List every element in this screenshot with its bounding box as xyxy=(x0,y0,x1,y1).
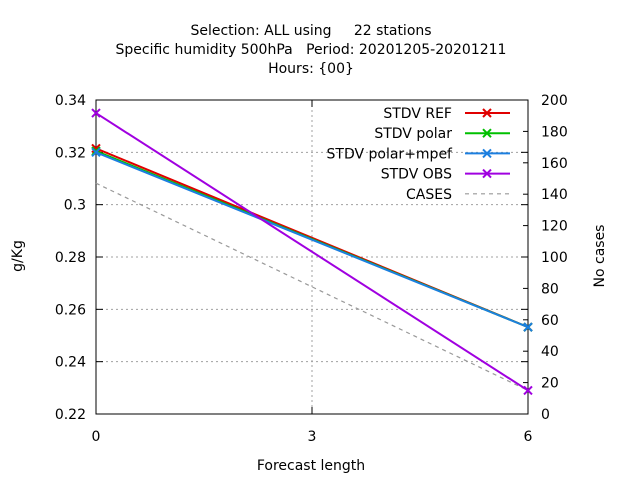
data-point xyxy=(523,385,533,396)
legend-label: CASES xyxy=(406,187,452,203)
y2-tick-label: 100 xyxy=(541,250,568,266)
y-tick-label: 0.32 xyxy=(55,145,86,161)
y2-tick-label: 40 xyxy=(541,344,559,360)
legend-marker xyxy=(482,148,492,159)
data-point xyxy=(523,322,533,332)
y2-tick-label: 180 xyxy=(541,124,568,140)
x-tick-label: 6 xyxy=(524,429,533,445)
y-tick-label: 0.26 xyxy=(55,302,86,318)
y-tick-label: 0.28 xyxy=(55,250,86,266)
series-lines xyxy=(91,108,533,396)
x-tick-label: 0 xyxy=(92,429,101,445)
legend-marker xyxy=(482,168,492,179)
x-axis-label: Forecast length xyxy=(257,458,365,474)
legend-label: STDV polar+mpef xyxy=(327,146,454,162)
y-tick-label: 0.24 xyxy=(55,355,86,371)
legend-label: STDV polar xyxy=(374,126,452,142)
legend-label: STDV REF xyxy=(383,106,452,122)
title-line: Selection: ALL using 22 stations xyxy=(190,23,431,39)
data-point xyxy=(91,108,101,118)
y-tick-label: 0.22 xyxy=(55,407,86,423)
legend-label: STDV OBS xyxy=(381,167,452,183)
y2-tick-label: 200 xyxy=(541,93,568,109)
y2-tick-label: 160 xyxy=(541,156,568,172)
x-axis-ticks: 0 3 6 xyxy=(92,100,533,445)
x-tick-label: 3 xyxy=(308,429,317,445)
y-tick-label: 0.3 xyxy=(64,198,86,214)
title-line: Specific humidity 500hPa Period: 2020120… xyxy=(116,42,507,58)
chart-title: Selection: ALL using 22 stations Specific… xyxy=(116,23,507,77)
legend-marker xyxy=(482,108,492,118)
y2-tick-label: 0 xyxy=(541,407,550,423)
y2-tick-label: 140 xyxy=(541,187,568,203)
y2-axis-label: No cases xyxy=(592,225,608,288)
y-axis-label: g/Kg xyxy=(10,240,26,272)
y2-tick-label: 20 xyxy=(541,376,559,392)
legend-marker xyxy=(482,128,492,138)
y2-tick-label: 60 xyxy=(541,313,559,329)
y-tick-label: 0.34 xyxy=(55,93,86,109)
y-axis-ticks: 0.22 0.24 0.26 0.28 0.3 0.32 0.34 xyxy=(55,93,528,423)
series-line xyxy=(95,151,529,329)
y2-tick-label: 80 xyxy=(541,281,559,297)
y2-tick-label: 120 xyxy=(541,219,568,235)
grid-lines xyxy=(96,100,528,414)
data-point xyxy=(91,147,101,158)
y2-axis-ticks: 0 20 40 60 80 100 120 140 160 180 200 xyxy=(523,93,568,423)
title-line: Hours: {00} xyxy=(268,61,354,77)
legend: STDV REF STDV polar STDV polar+mpef STDV OB… xyxy=(327,106,510,203)
series-line xyxy=(95,112,529,392)
